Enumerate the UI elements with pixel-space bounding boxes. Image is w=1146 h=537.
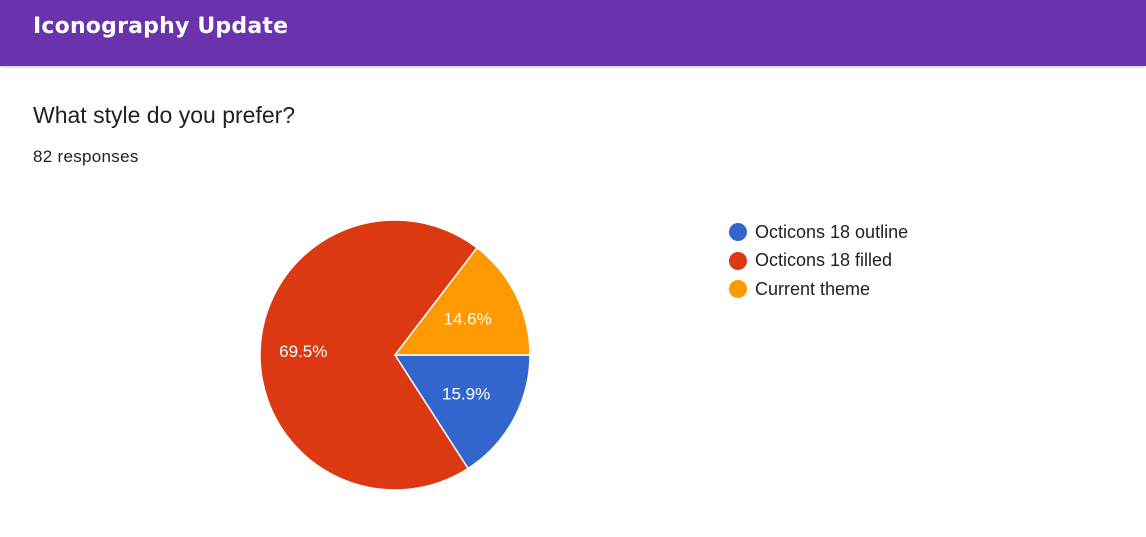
response-count: 82 responses	[33, 147, 139, 166]
legend-item-outline[interactable]: Octicons 18 outline	[729, 218, 908, 247]
legend-swatch-outline	[729, 223, 747, 242]
pie-slice-outline[interactable]	[393, 354, 531, 470]
form-title: Iconography Update	[33, 14, 289, 39]
legend-label-current-theme: Current theme	[755, 278, 871, 299]
pie-slice-current-theme[interactable]	[393, 246, 531, 356]
legend-item-current-theme[interactable]: Current theme	[729, 275, 908, 304]
chart-legend: Octicons 18 outline Octicons 18 filled C…	[729, 218, 908, 304]
legend-item-filled[interactable]: Octicons 18 filled	[729, 247, 908, 276]
legend-swatch-filled	[729, 251, 747, 270]
legend-label-filled: Octicons 18 filled	[755, 250, 893, 271]
pie-label-filled: 69.5%	[279, 342, 327, 361]
pie-label-current-theme: 14.6%	[444, 310, 492, 329]
legend-swatch-current-theme	[729, 280, 747, 299]
question-title: What style do you prefer?	[33, 102, 296, 128]
form-header: Iconography Update	[0, 0, 1146, 66]
pie-slice-filled[interactable]	[259, 219, 479, 491]
pie-label-outline: 15.9%	[442, 384, 490, 403]
legend-label-outline: Octicons 18 outline	[755, 221, 909, 242]
